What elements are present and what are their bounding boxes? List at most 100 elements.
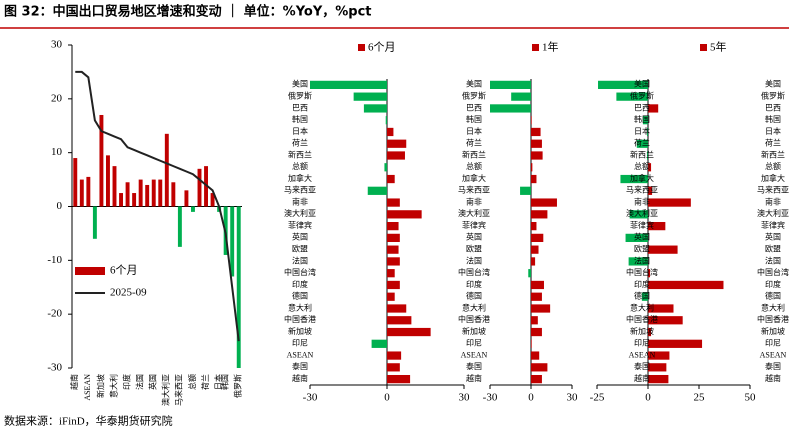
category-label: 泰国 xyxy=(765,361,781,371)
bar xyxy=(648,363,667,372)
line xyxy=(75,70,240,342)
bar xyxy=(184,190,189,207)
category-label: 新西兰 xyxy=(288,149,312,159)
x-tick-label: ASEAN xyxy=(83,374,92,401)
category-label: 意大利 xyxy=(462,302,486,312)
bar xyxy=(353,92,387,101)
bar xyxy=(648,104,659,113)
category-label: 印尼 xyxy=(466,339,482,348)
bar xyxy=(387,304,407,313)
bar xyxy=(648,351,670,360)
category-label: 越南 xyxy=(292,373,308,383)
legend-label: 2025-09 xyxy=(110,287,147,299)
bar xyxy=(620,174,648,184)
y-tick-label: 0 xyxy=(57,200,63,212)
bar xyxy=(145,184,150,207)
bar xyxy=(646,151,648,160)
bar xyxy=(531,316,538,325)
bar xyxy=(531,139,542,148)
bar xyxy=(387,127,394,137)
bar xyxy=(531,163,533,172)
legend-swatch xyxy=(358,44,365,51)
category-label: ASEAN xyxy=(760,350,787,359)
legend-swatch xyxy=(532,44,539,51)
x-tick-label: 30 xyxy=(567,392,579,404)
category-label: 日本 xyxy=(466,126,482,136)
legend-label: 6个月 xyxy=(110,264,138,277)
bar xyxy=(158,179,163,207)
bar xyxy=(106,155,110,207)
category-label: 泰国 xyxy=(634,361,650,371)
category-label: 法国 xyxy=(765,255,781,265)
category-label: 加拿大 xyxy=(462,173,486,183)
bar xyxy=(387,151,405,160)
bar xyxy=(648,221,666,231)
category-label: 日本 xyxy=(634,126,650,136)
bar xyxy=(204,166,208,207)
category-label: 马来西亚 xyxy=(757,186,789,195)
category-label: 加拿大 xyxy=(288,173,312,183)
bar xyxy=(385,116,387,125)
bar xyxy=(210,193,215,207)
bar xyxy=(363,104,387,113)
x-tick-label: 意大利 xyxy=(108,374,118,398)
category-label: 韩国 xyxy=(765,114,781,124)
bar xyxy=(387,198,400,207)
category-label: 印度 xyxy=(292,279,308,289)
bar xyxy=(511,92,531,101)
category-label: 欧盟 xyxy=(634,243,650,253)
bar xyxy=(648,198,691,207)
bar xyxy=(648,245,678,254)
x-tick-label: -30 xyxy=(483,392,498,404)
bar xyxy=(648,374,669,384)
category-label: 印度 xyxy=(634,279,650,289)
category-label: 德国 xyxy=(634,291,650,301)
bar xyxy=(387,257,400,266)
category-label: 法国 xyxy=(466,255,482,265)
category-label: 中国香港 xyxy=(458,314,490,324)
bar xyxy=(520,186,531,195)
bar xyxy=(531,116,532,125)
bar xyxy=(531,245,539,254)
bar xyxy=(648,163,652,172)
bar xyxy=(387,269,395,278)
category-label: 印尼 xyxy=(292,339,308,348)
category-label: 法国 xyxy=(634,255,650,265)
category-label: 越南 xyxy=(466,373,482,383)
category-label: ASEAN xyxy=(461,350,488,359)
bar xyxy=(99,114,104,207)
bar xyxy=(531,363,548,372)
category-label: 马来西亚 xyxy=(284,186,316,195)
category-label: 马来西亚 xyxy=(626,186,658,195)
category-label: 新西兰 xyxy=(462,149,486,159)
bar xyxy=(171,182,176,207)
category-label: 美国 xyxy=(466,79,482,89)
category-label: 意大利 xyxy=(761,302,785,312)
x-tick-label: -25 xyxy=(590,392,605,404)
bar xyxy=(531,151,543,160)
bar xyxy=(531,292,542,301)
category-label: 新加坡 xyxy=(630,326,654,336)
bar xyxy=(648,327,652,337)
bar xyxy=(387,327,431,337)
category-label: 澳大利亚 xyxy=(626,208,658,218)
x-tick-label: 总额 xyxy=(187,374,197,390)
bar xyxy=(531,327,542,337)
category-label: 澳大利亚 xyxy=(284,208,316,218)
x-tick-label: 法国 xyxy=(134,374,144,390)
category-label: 菲律宾 xyxy=(761,220,785,230)
category-label: 新西兰 xyxy=(761,149,785,159)
category-label: 中国台湾 xyxy=(626,267,658,277)
bar xyxy=(642,116,648,125)
category-label: 美国 xyxy=(292,79,308,89)
category-label: 新加坡 xyxy=(288,326,312,336)
bar xyxy=(531,233,544,243)
bar xyxy=(531,339,532,348)
bar xyxy=(528,269,531,278)
source: 数据来源：iFinD，华泰期货研究院 xyxy=(4,414,173,428)
bar xyxy=(628,257,648,266)
category-label: 菲律宾 xyxy=(462,220,486,230)
category-label: 澳大利亚 xyxy=(458,208,490,218)
x-tick-label: 0 xyxy=(384,392,390,404)
legend-swatch xyxy=(75,267,105,275)
